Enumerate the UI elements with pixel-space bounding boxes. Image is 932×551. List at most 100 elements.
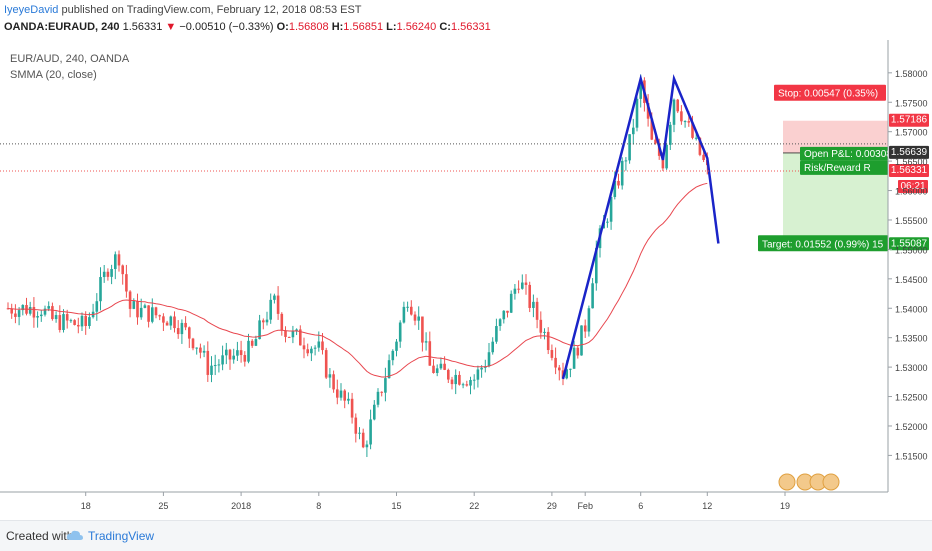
- candle-body: [428, 341, 432, 366]
- candle-body: [265, 319, 269, 323]
- entry-price-tag[interactable]: 1.56639: [891, 147, 928, 158]
- candle-body: [40, 314, 43, 317]
- candle-body: [102, 271, 106, 278]
- candle-body: [350, 398, 354, 418]
- candle-body: [206, 350, 210, 375]
- target-label-bg[interactable]: [758, 235, 888, 252]
- price-tick-label: 1.51500: [895, 451, 928, 461]
- last-price-tag[interactable]: 1.56331: [891, 165, 928, 176]
- price-tick-label: 1.54500: [895, 275, 928, 285]
- candle-body: [132, 301, 136, 309]
- stop-price-tag[interactable]: 1.57186: [891, 115, 928, 126]
- candle-body: [51, 306, 54, 320]
- candle-body: [228, 349, 232, 360]
- author-link[interactable]: IyeyeDavid: [4, 4, 59, 16]
- time-tick-label: 12: [702, 501, 712, 511]
- entry-price-tag-bg[interactable]: [889, 145, 929, 159]
- candle-body: [14, 313, 17, 317]
- candle-body: [191, 338, 195, 349]
- open-label: O:: [276, 21, 289, 33]
- candle-body: [465, 384, 469, 386]
- candle-body: [661, 155, 665, 169]
- candle-body: [683, 121, 687, 123]
- candle-body: [639, 80, 642, 99]
- candle-body: [339, 390, 343, 398]
- bar-countdown-tag-bg[interactable]: [898, 180, 928, 194]
- candle-body: [347, 398, 350, 401]
- open-pnl-label[interactable]: Open P&L: 0.00308: [804, 149, 892, 160]
- candle-body: [702, 154, 705, 160]
- price-tick-label: 1.54000: [895, 304, 928, 314]
- price-tick-label: 1.56000: [895, 187, 928, 197]
- candle-body: [398, 322, 402, 342]
- risk-reward-label-bg[interactable]: [800, 160, 888, 175]
- candle-body: [328, 374, 332, 378]
- stop-label[interactable]: Stop: 0.00547 (0.35%): [778, 89, 878, 100]
- candle-body: [165, 322, 169, 326]
- candle-body: [550, 350, 554, 358]
- candle-body: [506, 310, 509, 313]
- candle-body: [221, 355, 224, 365]
- candle-body: [502, 310, 506, 320]
- candle-body: [628, 134, 631, 161]
- candle-body: [435, 368, 439, 373]
- candle-body: [454, 374, 457, 385]
- candle-body: [110, 269, 113, 277]
- stop-price-tag-bg[interactable]: [889, 113, 929, 127]
- target-price-tag[interactable]: 1.55087: [891, 238, 928, 249]
- candle-body: [458, 374, 461, 385]
- risk-reward-label[interactable]: Risk/Reward R: [804, 163, 871, 174]
- event-icon[interactable]: [822, 473, 840, 491]
- open-pnl-label-bg[interactable]: [800, 146, 888, 161]
- candle-body: [606, 221, 609, 223]
- close-value: 1.56331: [450, 21, 491, 33]
- tradingview-brand-link[interactable]: TradingView: [88, 529, 155, 543]
- candle-body: [95, 301, 99, 312]
- candle-body: [73, 320, 76, 325]
- candle-body: [295, 329, 298, 331]
- candle-body: [199, 347, 202, 353]
- candle-body: [69, 320, 73, 322]
- time-tick-label: 29: [547, 501, 557, 511]
- tradingview-cloud-icon[interactable]: [66, 527, 84, 543]
- target-label[interactable]: Target: 0.01552 (0.99%) 15: [762, 239, 884, 250]
- event-icon[interactable]: [778, 473, 796, 491]
- candle-body: [106, 271, 110, 277]
- candle-body: [509, 293, 513, 313]
- price-tick-label: 1.58000: [895, 69, 928, 79]
- candle-body: [43, 308, 47, 315]
- publish-info: published on TradingView.com, February 1…: [61, 4, 362, 16]
- bar-countdown-tag[interactable]: 06:21: [900, 181, 925, 192]
- candle-body: [469, 380, 472, 386]
- time-tick-label: 18: [81, 501, 91, 511]
- candle-body: [535, 301, 539, 320]
- candle-body: [650, 118, 654, 140]
- candle-body: [376, 391, 380, 405]
- double-top-pattern-line[interactable]: [561, 73, 720, 380]
- candle-body: [480, 367, 483, 370]
- target-price-tag-bg[interactable]: [889, 237, 929, 251]
- chart-pane[interactable]: [0, 40, 888, 518]
- high-value: 1.56851: [343, 21, 384, 33]
- candle-body: [546, 331, 550, 351]
- candle-body: [302, 345, 306, 350]
- candle-body: [162, 316, 165, 323]
- candle-body: [321, 341, 324, 351]
- price-chart[interactable]: Stop: 0.00547 (0.35%) Open P&L: 0.00308 Ri…: [0, 40, 932, 520]
- candle-body: [410, 306, 413, 315]
- candle-body: [498, 319, 502, 327]
- last-price-tag-bg[interactable]: [889, 164, 929, 178]
- candle-body: [524, 282, 528, 285]
- publish-line: IyeyeDavid published on TradingView.com,…: [4, 4, 362, 16]
- candle-body: [554, 357, 557, 368]
- stop-label-bg[interactable]: [774, 84, 886, 101]
- time-tick-label: 25: [158, 501, 168, 511]
- candle-body: [58, 315, 62, 330]
- candle-body: [169, 316, 173, 326]
- event-icons[interactable]: [778, 473, 840, 491]
- candle-body: [617, 180, 620, 186]
- candle-body: [343, 390, 346, 401]
- candle-body: [184, 322, 187, 328]
- candle-body: [632, 127, 635, 135]
- candle-body: [676, 99, 679, 112]
